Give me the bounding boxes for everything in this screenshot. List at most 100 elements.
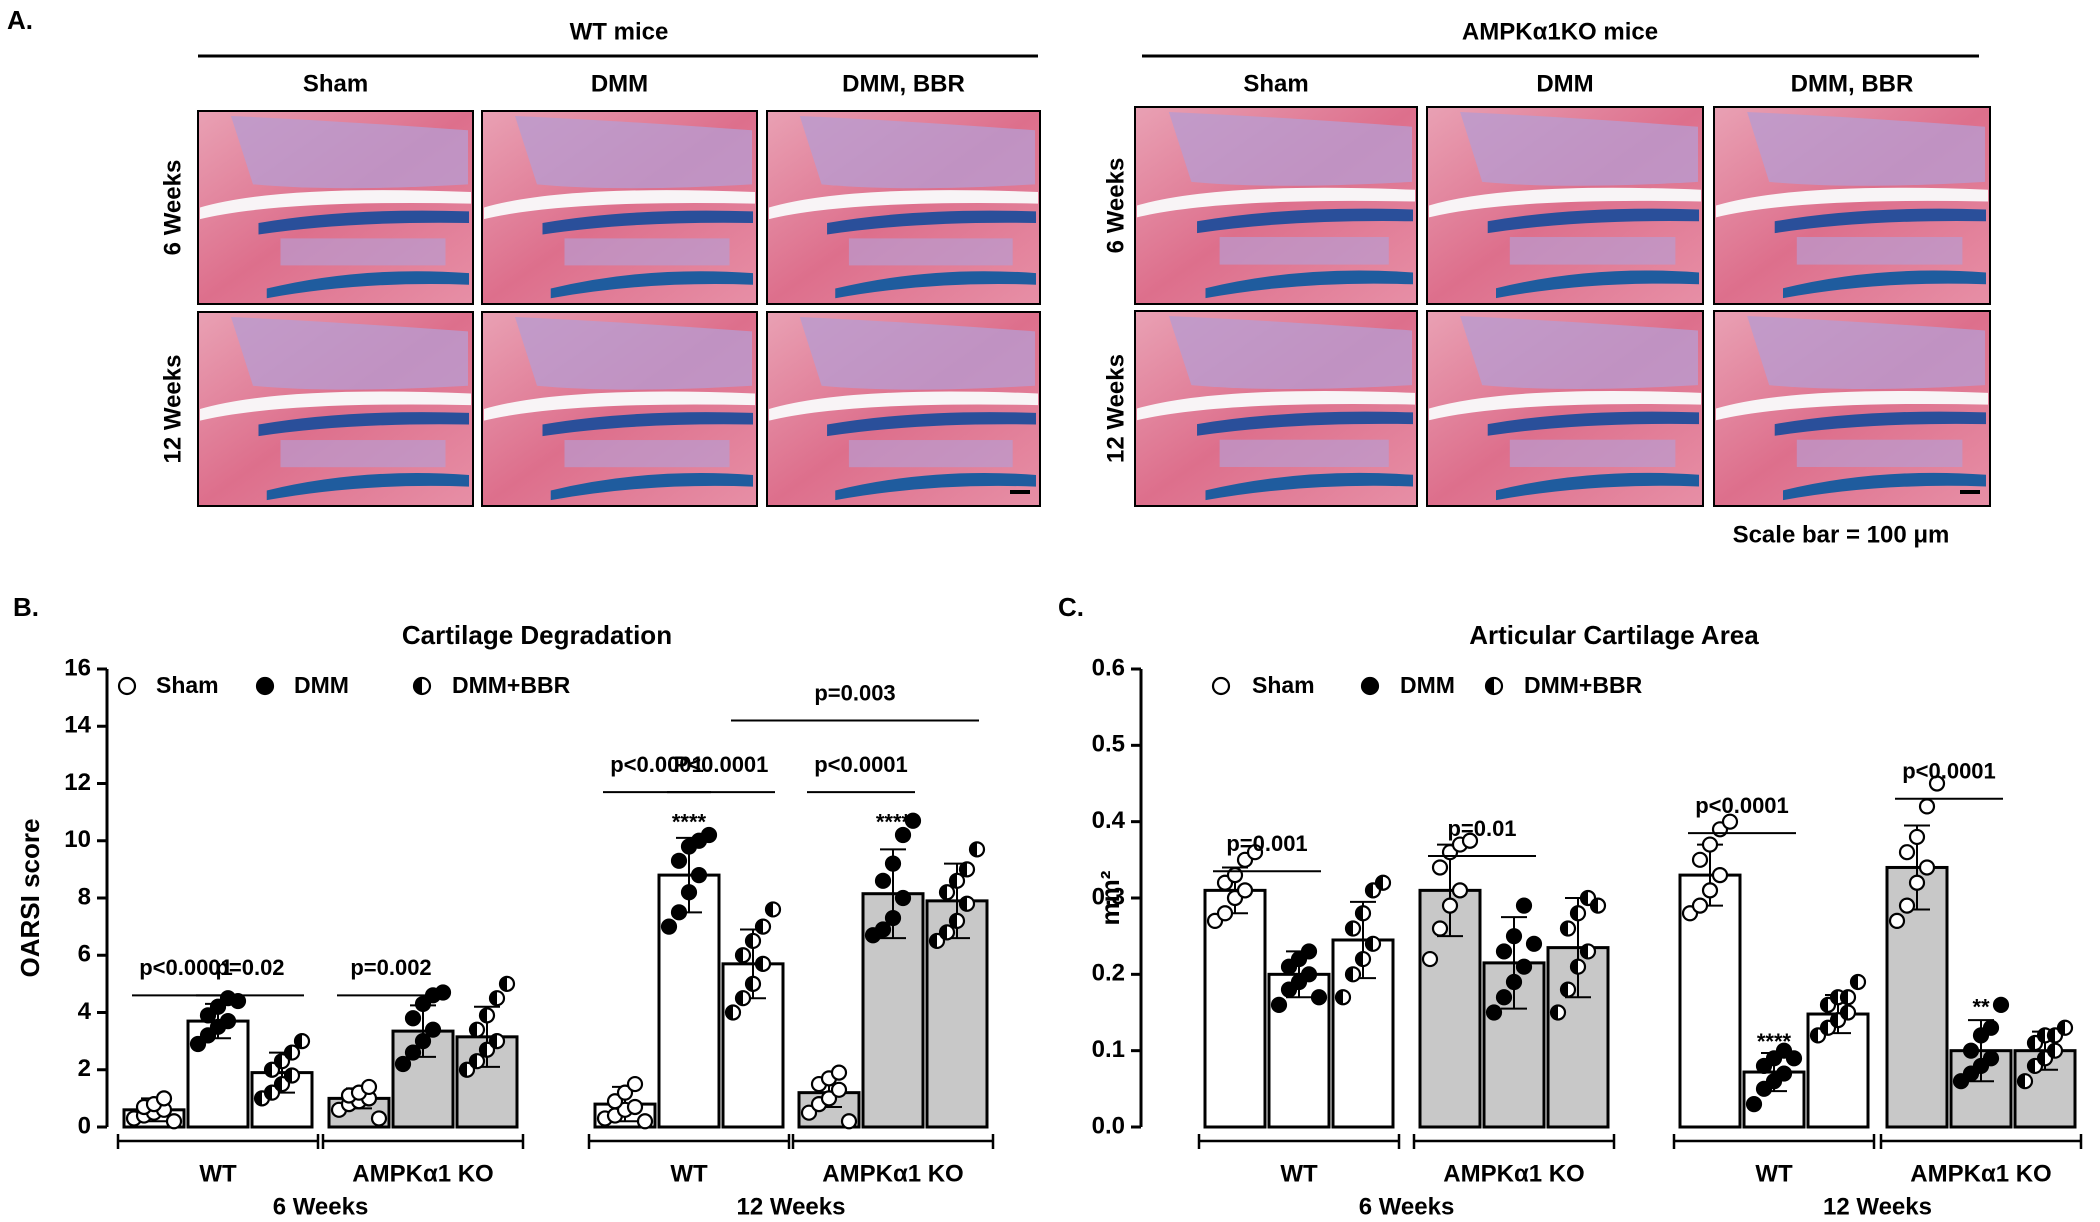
marker-body bbox=[1982, 1019, 2000, 1036]
marker bbox=[1300, 943, 1318, 960]
p-value: p<0.0001 bbox=[814, 752, 908, 777]
marker-body bbox=[1888, 912, 1906, 930]
marker-half bbox=[1571, 906, 1578, 921]
marker-half bbox=[265, 1062, 272, 1077]
p-value: p=0.003 bbox=[814, 680, 895, 705]
marker-body bbox=[874, 921, 892, 938]
marker bbox=[468, 1021, 486, 1038]
marker-body bbox=[1785, 1050, 1803, 1067]
marker-half bbox=[746, 933, 753, 948]
growth-plate bbox=[1496, 472, 1699, 501]
tissue-lower bbox=[564, 238, 730, 266]
marker bbox=[626, 1098, 644, 1116]
marker-half bbox=[1356, 952, 1363, 967]
marker-body bbox=[670, 904, 688, 921]
marker-body bbox=[414, 1033, 432, 1050]
marker-body bbox=[1691, 897, 1709, 914]
marker bbox=[1982, 1050, 2000, 1067]
marker-body bbox=[660, 918, 678, 935]
marker bbox=[1374, 874, 1392, 891]
marker bbox=[219, 1012, 237, 1030]
marker-half bbox=[970, 842, 977, 857]
significance-mark: **** bbox=[1757, 1029, 1792, 1054]
bar bbox=[1678, 873, 1742, 1129]
x-category-label: AMPKα1 KO bbox=[1443, 1160, 1584, 1187]
marker bbox=[1589, 897, 1607, 914]
marker-body bbox=[1451, 882, 1469, 899]
marker-half bbox=[1336, 990, 1343, 1005]
marker bbox=[2046, 1042, 2064, 1059]
marker-half bbox=[2038, 1028, 2045, 1043]
column-header: Sham bbox=[303, 70, 368, 97]
marker bbox=[488, 1033, 506, 1050]
y-tick-label: 0 bbox=[78, 1112, 91, 1139]
marker bbox=[1691, 897, 1709, 914]
marker-half bbox=[2048, 1028, 2055, 1043]
marker bbox=[1451, 882, 1469, 899]
marker bbox=[458, 1061, 476, 1078]
marker-half bbox=[1366, 883, 1373, 898]
tissue-upper bbox=[1460, 316, 1698, 389]
marker bbox=[1711, 866, 1729, 884]
marker-half bbox=[1581, 891, 1588, 905]
marker bbox=[636, 1113, 654, 1130]
marker-body bbox=[904, 812, 922, 829]
marker-body bbox=[874, 872, 892, 889]
marker-body bbox=[1216, 905, 1234, 922]
marker bbox=[2016, 1073, 2034, 1090]
marker-body bbox=[636, 1113, 654, 1130]
marker-body bbox=[830, 1064, 848, 1081]
legend-label: DMM bbox=[1400, 672, 1455, 698]
marker bbox=[199, 1007, 217, 1024]
marker-body bbox=[1226, 866, 1244, 884]
marker-body bbox=[1505, 973, 1523, 991]
p-value: p=0.001 bbox=[1226, 831, 1307, 856]
marker-body bbox=[1898, 844, 1916, 861]
y-tick-label: 0.6 bbox=[1092, 654, 1125, 681]
marker bbox=[1982, 1019, 2000, 1036]
marker bbox=[1431, 859, 1449, 876]
marker-body bbox=[1918, 859, 1936, 876]
marker bbox=[670, 904, 688, 921]
marker-half bbox=[736, 948, 743, 963]
marker-body bbox=[434, 984, 452, 1001]
marker-half bbox=[746, 976, 753, 991]
marker-half bbox=[414, 678, 422, 694]
marker-body bbox=[616, 1084, 634, 1101]
marker-half bbox=[500, 976, 507, 991]
marker bbox=[1849, 973, 1867, 991]
marker bbox=[894, 826, 912, 844]
marker bbox=[1495, 989, 1513, 1006]
legend-label: DMM+BBR bbox=[452, 672, 571, 698]
marker bbox=[189, 1035, 207, 1053]
p-value: p=0.02 bbox=[215, 955, 284, 980]
joint-space bbox=[1429, 390, 1701, 421]
marker-half bbox=[1841, 990, 1848, 1005]
marker-body bbox=[1908, 874, 1926, 891]
marker bbox=[734, 990, 752, 1007]
significance-mark: ** bbox=[1972, 994, 1990, 1019]
marker-half bbox=[2038, 1051, 2045, 1066]
x-category-label: AMPKα1 KO bbox=[352, 1160, 493, 1187]
marker bbox=[724, 1004, 742, 1021]
marker bbox=[1344, 920, 1362, 937]
marker-body bbox=[209, 998, 227, 1015]
marker bbox=[754, 955, 772, 972]
marker-body bbox=[1495, 943, 1513, 960]
panel-label: C. bbox=[1058, 592, 1084, 622]
marker-body bbox=[1928, 775, 1946, 792]
marker bbox=[1962, 1042, 1980, 1059]
tissue-lower bbox=[280, 440, 446, 468]
row-label: 12 Weeks bbox=[1102, 354, 1129, 463]
y-tick-label: 16 bbox=[64, 654, 91, 681]
marker bbox=[1334, 989, 1352, 1006]
marker-half bbox=[470, 1054, 477, 1069]
marker-body bbox=[1898, 897, 1916, 914]
marker-body bbox=[1505, 928, 1523, 945]
group-title: AMPKα1KO mice bbox=[1462, 18, 1658, 45]
marker bbox=[2056, 1019, 2074, 1036]
marker-half bbox=[490, 1034, 497, 1049]
significance-mark: **** bbox=[876, 809, 911, 834]
cartilage-stain bbox=[1774, 411, 1986, 436]
tissue-upper bbox=[799, 317, 1035, 390]
